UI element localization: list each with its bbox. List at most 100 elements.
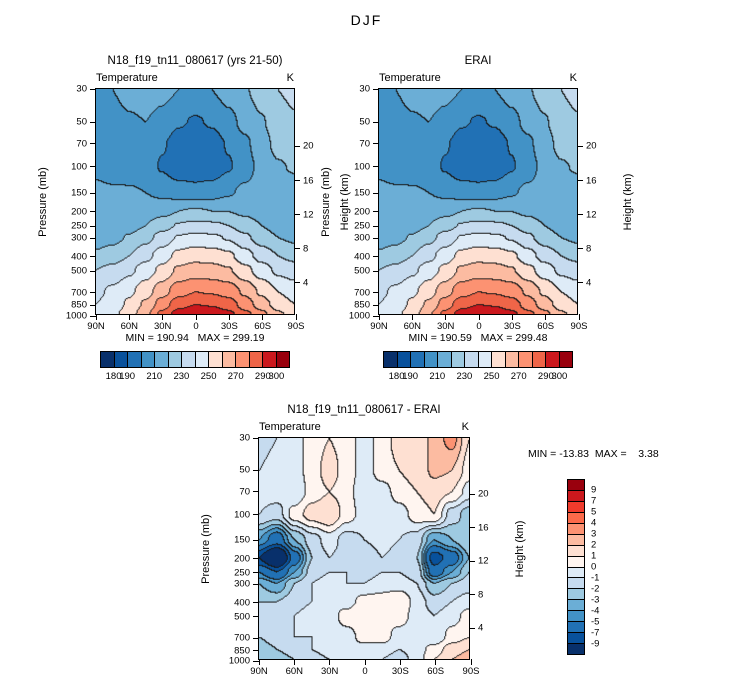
pressure-tick-label: 700 (354, 287, 370, 299)
colorbar-tick-label: 230 (173, 371, 190, 382)
pressure-tick-label: 850 (354, 299, 370, 311)
pressure-tick-label: 100 (234, 508, 250, 520)
pressure-tick (253, 650, 259, 652)
height-tick (469, 560, 475, 562)
pressure-tick-label: 100 (71, 161, 87, 173)
pressure-tick (373, 88, 379, 90)
latitude-tick-label: 60S (427, 666, 445, 677)
pressure-tick (90, 256, 96, 258)
latitude-tick-label: 30S (503, 321, 521, 332)
pressure-tick (253, 616, 259, 618)
colorbar-segment (114, 352, 128, 367)
units-label: K (461, 421, 469, 433)
pressure-tick-label: 850 (234, 644, 250, 656)
colorbar-tick-label: 290 (254, 371, 271, 382)
colorbar-segment (128, 352, 142, 367)
latitude-tick (470, 659, 472, 665)
colorbar-tick-label: 210 (429, 371, 446, 382)
colorbar-tick-label: 2 (591, 539, 597, 551)
height-tick-label: 20 (478, 488, 489, 500)
colorbar-segment (568, 567, 584, 579)
pressure-tick-label: 400 (234, 596, 250, 608)
colorbar-strip (567, 479, 585, 655)
pressure-tick (90, 225, 96, 227)
colorbar-segment (568, 578, 584, 590)
height-tick (469, 627, 475, 629)
colorbar-tick-label: 5 (591, 506, 597, 518)
latitude-tick-label: 60N (403, 321, 422, 332)
colorbar-segment (568, 556, 584, 568)
latitude-tick-label: 30S (220, 321, 238, 332)
latitude-tick-label: 60S (254, 321, 272, 332)
colorbar-segment (397, 352, 411, 367)
colorbar-segment (411, 352, 425, 367)
pressure-tick-label: 150 (71, 187, 87, 199)
colorbar-segment (532, 352, 546, 367)
colorbar-segment (236, 352, 250, 367)
colorbar-tick-label: 250 (200, 371, 217, 382)
pressure-tick-label: 100 (354, 161, 370, 173)
colorbar-tick-label: -7 (591, 627, 600, 639)
colorbar-segment (568, 534, 584, 546)
colorbar-tick-label: 7 (591, 495, 597, 507)
latitude-tick (399, 659, 401, 665)
latitude-tick (478, 314, 480, 320)
height-tick-label: 16 (586, 174, 597, 186)
latitude-tick-label: 30S (391, 666, 409, 677)
latitude-tick-label: 90N (250, 666, 268, 677)
pressure-tick-label: 30 (76, 83, 87, 95)
colorbar-segment (568, 622, 584, 634)
variable-label: Temperature (96, 72, 158, 84)
pressure-tick (373, 270, 379, 272)
pressure-tick-label: 300 (71, 232, 87, 244)
colorbar-segment (384, 352, 398, 367)
latitude-tick (228, 314, 230, 320)
height-tick (577, 180, 583, 182)
colorbar-strip (100, 351, 290, 368)
pressure-tick-label: 70 (359, 138, 370, 150)
latitude-tick (329, 659, 331, 665)
contour-plot-model: 30 50 70 100 150 200 250 300 400 500 700 850 1000 20 1… (66, 84, 314, 331)
latitude-tick (511, 314, 513, 320)
height-tick (294, 145, 300, 147)
latitude-tick (258, 659, 260, 665)
pressure-axis-title: Pressure (mb) (37, 166, 49, 237)
pressure-axis-title: Pressure (mb) (200, 513, 212, 584)
pressure-tick (253, 637, 259, 639)
pressure-tick-label: 250 (234, 567, 250, 579)
colorbar-segment (168, 352, 182, 367)
latitude-tick (435, 659, 437, 665)
latitude-tick (262, 314, 264, 320)
pressure-tick (90, 88, 96, 90)
latitude-tick (295, 314, 297, 320)
latitude-tick-label: 90S (462, 666, 480, 677)
colorbar-segment (155, 352, 169, 367)
pressure-tick-label: 250 (354, 220, 370, 232)
pressure-tick (90, 292, 96, 294)
colorbar-segment (546, 352, 560, 367)
colorbar-segment (438, 352, 452, 367)
minmax-label-erai: MIN = 190.59 MAX = 299.48 (408, 332, 548, 344)
colorbar-tick-label: 0 (591, 561, 597, 573)
pressure-tick-label: 70 (239, 486, 250, 498)
pressure-tick (90, 237, 96, 239)
height-tick (294, 180, 300, 182)
pressure-tick-label: 150 (234, 534, 250, 546)
pressure-tick (373, 192, 379, 194)
height-axis-title: Height (km) (514, 520, 526, 577)
pressure-tick (90, 304, 96, 306)
pressure-tick (90, 211, 96, 213)
contour-canvas-diff (259, 438, 469, 659)
latitude-tick-label: 60N (120, 321, 139, 332)
pressure-tick (90, 166, 96, 168)
height-axis-title: Height (km) (339, 173, 351, 230)
pressure-tick-label: 400 (71, 250, 87, 262)
height-tick (577, 248, 583, 250)
height-tick-label: 20 (303, 140, 314, 152)
height-tick (294, 214, 300, 216)
pressure-tick-label: 200 (354, 206, 370, 218)
pressure-tick-label: 30 (359, 83, 370, 95)
colorbar-tick-label: 3 (591, 528, 597, 540)
pressure-tick (373, 315, 379, 317)
height-tick (294, 248, 300, 250)
